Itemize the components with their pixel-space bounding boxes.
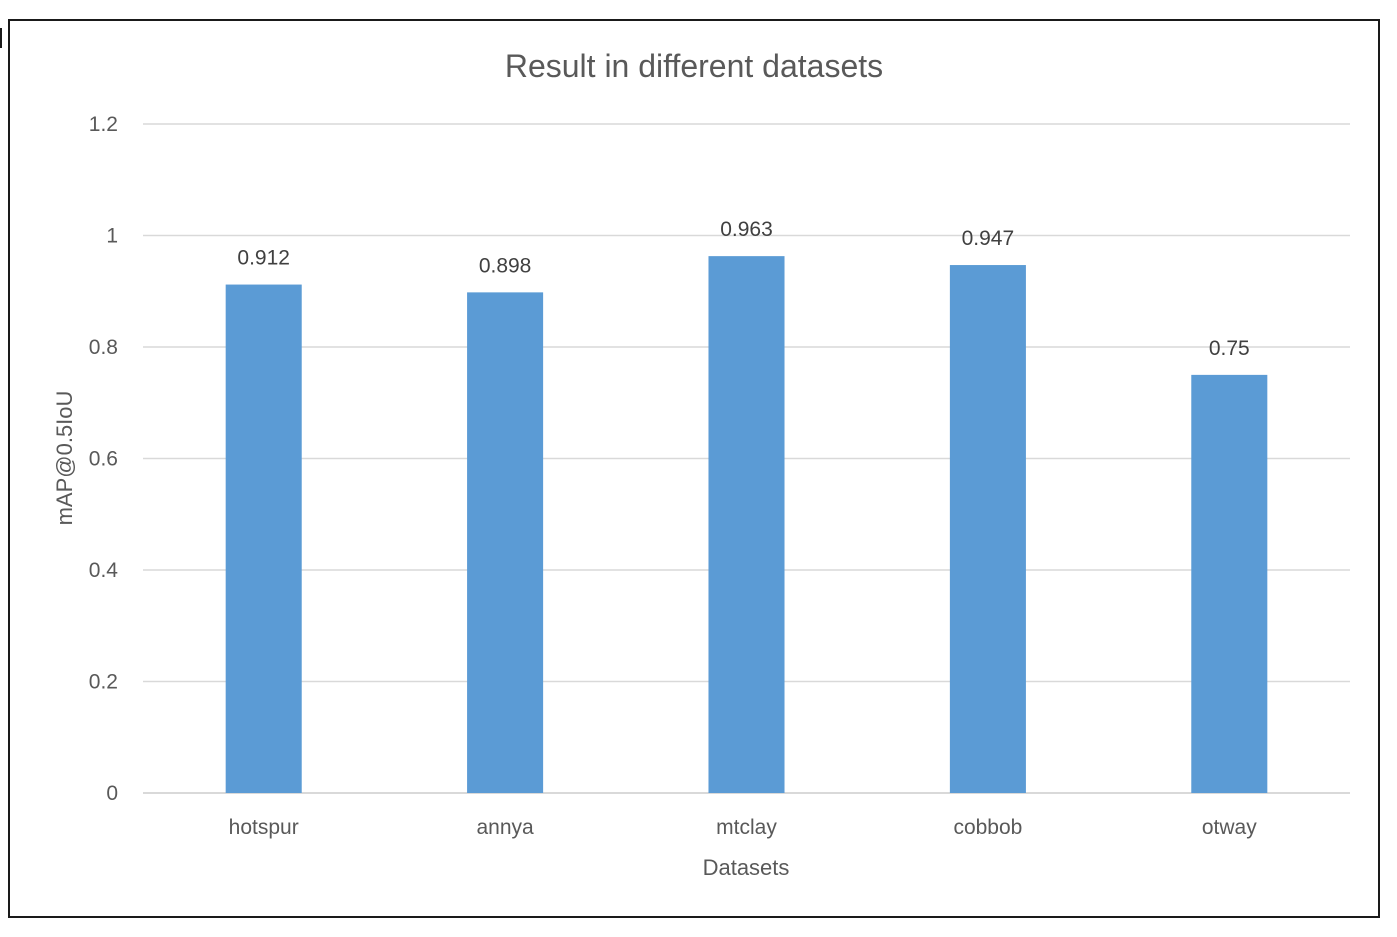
x-tick-label-otway: otway xyxy=(1202,816,1257,839)
x-tick-label-mtclay: mtclay xyxy=(716,816,777,839)
bar-mtclay xyxy=(708,256,785,793)
y-tick-label: 0.8 xyxy=(89,336,118,359)
data-label-otway: 0.75 xyxy=(1209,337,1250,360)
data-labels: 0.912 0.898 0.963 0.947 0.75 xyxy=(237,218,1249,360)
bar-annya xyxy=(467,292,544,793)
y-tick-label: 0 xyxy=(106,782,118,805)
chart-title: Result in different datasets xyxy=(505,48,883,84)
x-tick-label-annya: annya xyxy=(476,816,534,839)
y-tick-label: 0.4 xyxy=(89,559,119,582)
data-label-cobbob: 0.947 xyxy=(962,227,1015,250)
bar-otway xyxy=(1191,374,1268,793)
bar-hotspur xyxy=(225,284,302,793)
data-label-annya: 0.898 xyxy=(479,254,532,277)
y-axis-title: mAP@0.5IoU xyxy=(52,391,77,526)
y-tick-label: 1.2 xyxy=(89,113,118,136)
left-edge-mark xyxy=(0,28,2,48)
data-label-hotspur: 0.912 xyxy=(237,247,290,270)
y-tick-label: 0.6 xyxy=(89,448,118,471)
x-axis-title: Datasets xyxy=(703,855,790,880)
bars xyxy=(225,256,1268,793)
x-tick-label-hotspur: hotspur xyxy=(229,816,299,839)
data-label-mtclay: 0.963 xyxy=(720,218,773,241)
bar-cobbob xyxy=(949,265,1026,793)
x-axis-categories: hotspur annya mtclay cobbob otway xyxy=(229,816,1258,839)
y-axis-ticks: 0 0.2 0.4 0.6 0.8 1 1.2 xyxy=(89,113,119,805)
x-tick-label-cobbob: cobbob xyxy=(953,816,1022,839)
y-tick-label: 0.2 xyxy=(89,671,118,694)
y-tick-label: 1 xyxy=(106,225,118,248)
